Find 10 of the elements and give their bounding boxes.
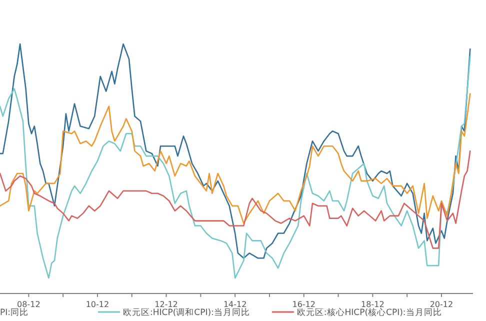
x-tick-label: 12-12 <box>154 300 178 309</box>
x-tick-label: 20-12 <box>430 300 454 309</box>
x-tick-label: 16-12 <box>292 300 316 309</box>
legend-label: 欧元区:核心HICP(核心CPI):当月同比 <box>296 307 442 318</box>
x-tick-label: 14-12 <box>223 300 247 309</box>
x-tick-label: 08-12 <box>17 300 40 309</box>
x-tick-label: 10-12 <box>86 300 110 309</box>
text: PI:同比 <box>0 308 28 318</box>
legend-label: 欧元区:HICP(调和CPI):当月同比 <box>123 307 250 318</box>
x-tick-label: 18-12 <box>361 300 384 309</box>
